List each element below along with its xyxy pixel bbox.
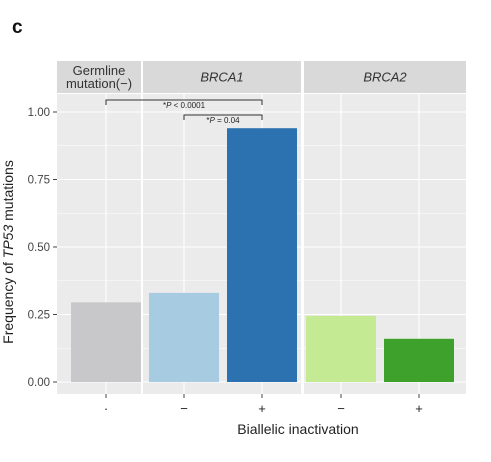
significance-label-0: *P < 0.0001 <box>163 101 206 110</box>
y-axis: 0.00 0.25 0.50 0.75 1.00 <box>28 107 57 389</box>
facet-strip-1 <box>143 61 301 93</box>
bars <box>71 128 454 382</box>
bar-0 <box>71 302 141 382</box>
y-tick-label: 0.00 <box>28 377 50 389</box>
facet-label-0-line-1: mutation(−) <box>66 76 132 91</box>
x-tick-label: + <box>415 401 423 416</box>
facet-strip-2 <box>304 61 466 93</box>
panel-label: c <box>12 17 23 38</box>
y-tick-label: 1.00 <box>28 107 50 119</box>
significance-bracket-1 <box>183 114 263 120</box>
bar-3 <box>306 315 376 382</box>
facet-label-1-line-0: BRCA1 <box>200 70 243 85</box>
y-axis-title: Frequency of TP53 mutations <box>0 160 16 344</box>
x-axis: · − + − + <box>104 394 423 416</box>
x-tick-label: − <box>337 401 345 416</box>
x-tick-label: − <box>180 401 188 416</box>
significance-label-1: *P = 0.04 <box>206 116 240 125</box>
facet-strip-0 <box>57 61 141 93</box>
y-tick-label: 0.75 <box>28 175 50 187</box>
bar-1 <box>149 292 219 382</box>
x-axis-title: Biallelic inactivation <box>237 421 358 437</box>
y-tick-label: 0.25 <box>28 310 50 322</box>
bar-4 <box>384 338 454 382</box>
bar-2 <box>227 128 297 382</box>
significance-bracket-0 <box>105 99 263 105</box>
facet-label-0-line-0: Germline <box>73 63 126 78</box>
significance-brackets: *P < 0.0001*P = 0.04 <box>105 99 263 125</box>
x-tick-label: · <box>104 401 108 416</box>
y-tick-label: 0.50 <box>28 242 50 254</box>
facet-label-2-line-0: BRCA2 <box>363 70 407 85</box>
x-tick-label: + <box>258 401 266 416</box>
